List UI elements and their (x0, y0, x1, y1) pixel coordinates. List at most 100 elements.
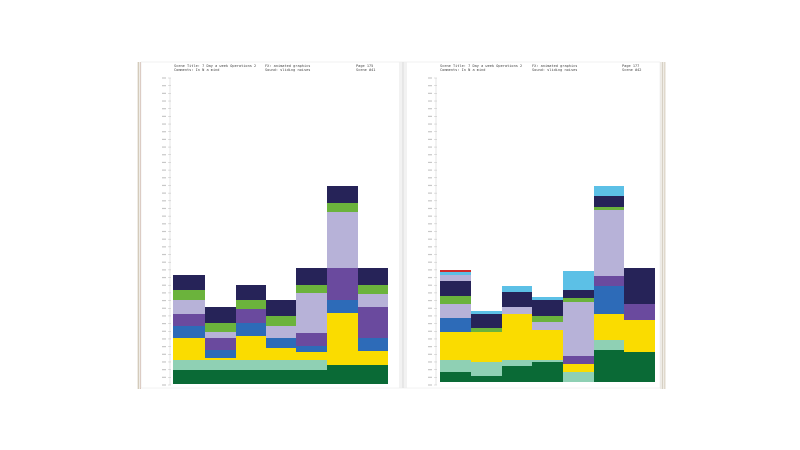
header-left-col3: Page 175 Scene #41 (356, 64, 375, 73)
bar-3-segment-yellow (236, 336, 266, 348)
bar-5-segment-purple (296, 333, 327, 346)
bar-1-segment-blue (440, 318, 471, 332)
bar-6-segment-dark_green (594, 350, 624, 382)
axis-tick-label-mark (162, 361, 166, 363)
axis-tick-label-mark (162, 353, 166, 355)
axis-tick-label-mark (162, 284, 166, 286)
bar-5-segment-blue (296, 346, 327, 352)
bar-3-segment-yellow (502, 314, 532, 360)
bar-6-segment-yellow (327, 313, 358, 365)
bar-5-segment-navy (563, 290, 594, 298)
axis-tick-label-mark (162, 177, 166, 179)
axis-tick-label-mark (428, 215, 432, 217)
sound: Sound: sliding noises (265, 68, 311, 73)
bar-6-segment-blue (594, 286, 624, 314)
axis-tick-label-mark (428, 361, 432, 363)
bar-4-segment-navy (266, 300, 296, 316)
bar-2-segment-green (205, 323, 236, 332)
axis-tick-label-mark (162, 338, 166, 340)
axis-tick-label-mark (162, 169, 166, 171)
bar-1-segment-green (440, 296, 471, 304)
comments: Comments: In N a mind (174, 68, 220, 73)
axis-tick-label-mark (428, 376, 432, 378)
bar-6-segment-sky (594, 186, 624, 196)
axis-tick-label-mark (162, 85, 166, 87)
axis-tick-label-mark (162, 100, 166, 102)
axis-tick-label-mark (428, 238, 432, 240)
axis-tick-label-mark (428, 246, 432, 248)
bar-7-segment-navy (358, 268, 388, 285)
axis-tick-label-mark (428, 161, 432, 164)
axis-tick-label-mark (162, 115, 166, 117)
bar-2-segment-navy (471, 314, 502, 328)
bar-1-segment-yellow (440, 348, 471, 360)
axis-tick-label-mark (428, 85, 432, 87)
page-number: Page 175 (356, 64, 374, 68)
bar-7-segment-green (358, 285, 388, 294)
axis-tick-label-mark (428, 223, 432, 225)
bar-4-segment-blue (266, 338, 296, 348)
bar-4-segment-dark_green (266, 370, 296, 384)
bar-2-segment-blue (205, 350, 236, 358)
bar-1-segment-dark_green (440, 372, 471, 382)
bar-7-segment-purple (358, 307, 388, 338)
axis-tick-label-mark (162, 276, 166, 279)
axis-tick-label-mark (162, 230, 166, 233)
axis-tick-label-mark (162, 92, 166, 94)
scene-title: Scene Title: 7 Day a week Operations 2 (174, 64, 257, 68)
bar-6-segment-navy (327, 186, 358, 203)
fx: FX: animated graphics (532, 64, 578, 68)
axis-tick-label-mark (162, 161, 166, 164)
axis-tick-label-mark (162, 238, 166, 240)
axis-tick-label-mark (428, 292, 432, 294)
bar-7-segment-purple (624, 304, 655, 320)
axis-tick-label-mark (428, 269, 432, 271)
stacked-bars-left (173, 186, 388, 384)
bar-6-segment-lavender (327, 212, 358, 268)
axis-tick-label-mark (428, 115, 432, 117)
comments: Comments: In N a mind (440, 68, 486, 73)
bar-2-segment-mint (205, 360, 236, 370)
axis-tick-label-mark (428, 77, 432, 79)
bar-4-segment-mint (266, 360, 296, 370)
axis-tick-label-mark (162, 200, 166, 202)
axis-tick-label-mark (428, 108, 432, 110)
bar-1-segment-lavender (173, 300, 205, 314)
bar-2-segment-dark_green (471, 376, 502, 382)
bar-2-segment-lavender (205, 332, 236, 338)
fx: FX: animated graphics (265, 64, 311, 68)
scene-number: Scene #41 (356, 68, 376, 73)
bar-7-segment-dark_green (624, 352, 655, 382)
bar-6-segment-lavender (594, 210, 624, 276)
axis-tick-label-mark (162, 184, 166, 187)
axis-tick-label-mark (428, 192, 432, 194)
bar-3-segment-navy (502, 292, 532, 307)
bar-5-segment-lavender (296, 293, 327, 333)
bar-6-segment-dark_green (327, 365, 358, 384)
stacked-bars-right (440, 186, 655, 382)
axis-tick-label-mark (162, 215, 166, 217)
axis-ruler-left (162, 77, 171, 386)
axis-tick-label-mark (162, 246, 166, 248)
axis-tick-label-mark (428, 353, 432, 355)
bar-2-segment-dark_green (205, 370, 236, 384)
bar-7-segment-blue (358, 338, 388, 351)
axis-tick-label-mark (162, 323, 166, 325)
scene-title: Scene Title: 7 Day a week Operations 2 (440, 64, 523, 68)
axis-tick-label-mark (428, 184, 432, 187)
header-left-col1: Scene Title: 7 Day a week Operations 2 C… (174, 64, 256, 73)
bar-1-segment-purple (173, 314, 205, 326)
axis-tick-label-mark (428, 307, 432, 309)
axis-tick-label-mark (428, 384, 432, 386)
axis-tick-label-mark (162, 77, 166, 79)
bar-7-segment-dark_green (358, 365, 388, 384)
bar-2-segment-navy (205, 307, 236, 323)
axis-tick-label-mark (162, 346, 166, 348)
bar-4-segment-dark_green (532, 362, 563, 382)
axis-tick-label-mark (428, 131, 432, 133)
header-right-col2: FX: animated graphics Sound: sliding noi… (532, 64, 577, 73)
axis-tick-label-mark (162, 154, 166, 156)
bar-2-segment-yellow (471, 332, 502, 342)
bar-5-segment-yellow (296, 352, 327, 360)
axis-tick-label-mark (162, 207, 166, 210)
